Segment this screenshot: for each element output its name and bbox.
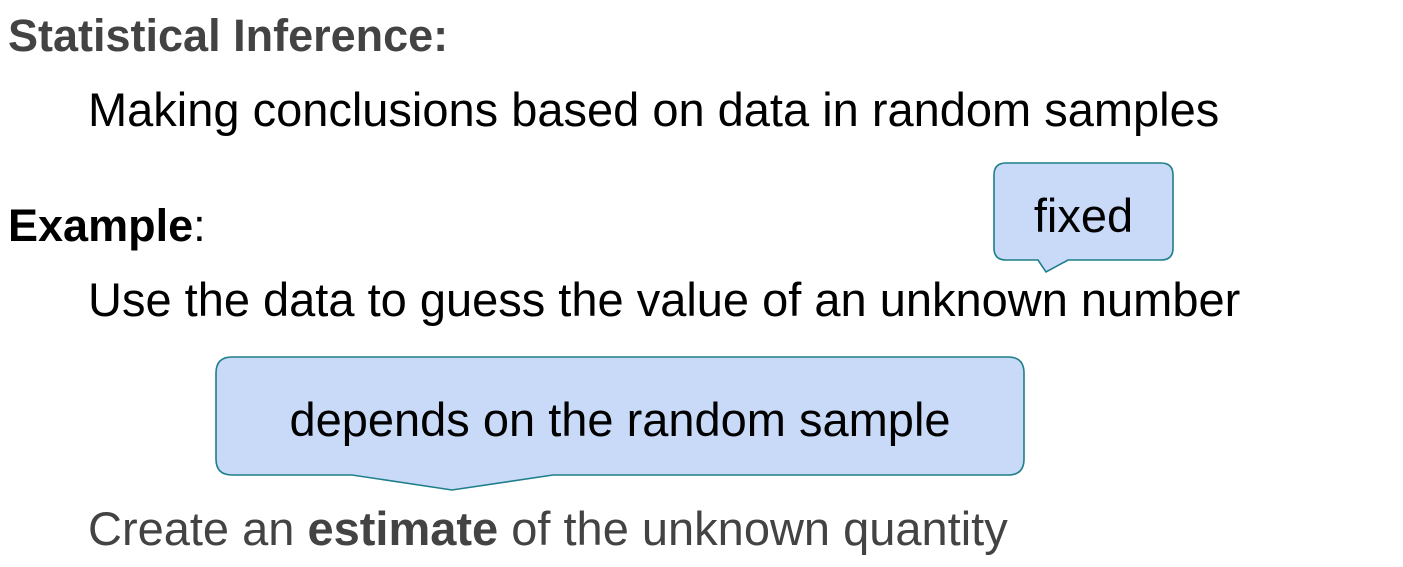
- example-label: Example: [8, 200, 194, 251]
- estimate-keyword: estimate: [307, 502, 499, 555]
- callout-depends-label: depends on the random sample: [289, 393, 951, 446]
- definition-text: Making conclusions based on data in rand…: [88, 83, 1220, 136]
- heading-statistical-inference: Statistical Inference:: [8, 10, 449, 61]
- callout-fixed-label: fixed: [1033, 189, 1134, 242]
- estimate-suffix: of the unknown quantity: [498, 502, 1008, 555]
- example-text: Use the data to guess the value of an un…: [88, 273, 1241, 326]
- heading-example: Example:: [8, 203, 206, 248]
- estimate-prefix: Create an: [88, 502, 308, 555]
- estimate-text: Create an estimate of the unknown quanti…: [88, 505, 1008, 552]
- example-colon: :: [193, 200, 206, 251]
